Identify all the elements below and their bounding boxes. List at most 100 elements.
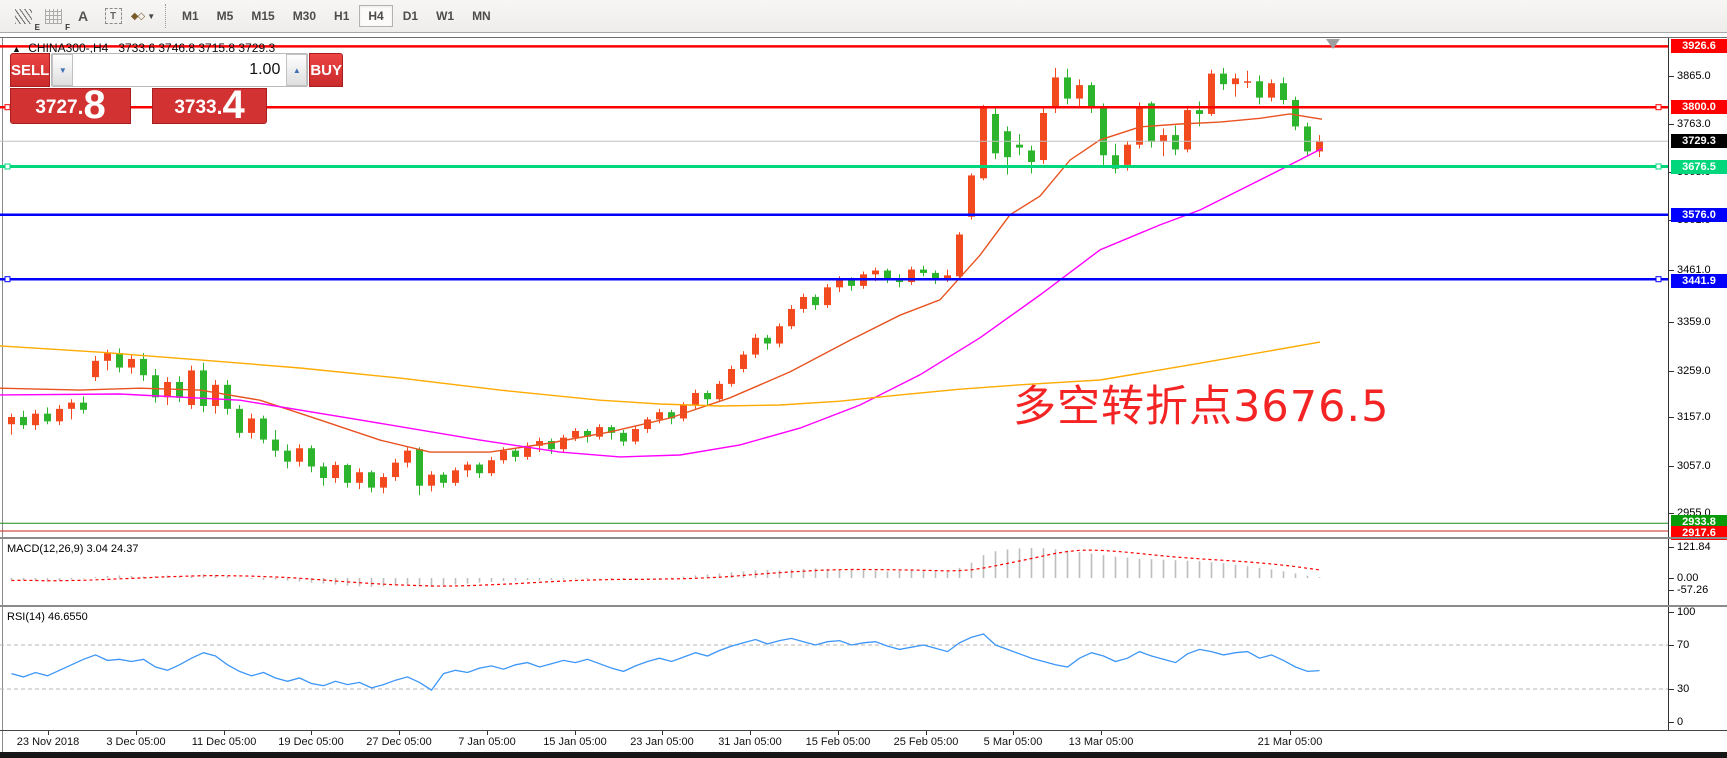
price-tick-mark [1669,417,1674,418]
text-box-button[interactable]: T [100,4,126,28]
draw-hatch-icon [14,8,32,24]
buy-price-main: 3733 [174,97,217,118]
timeframe-button-d1[interactable]: D1 [402,9,419,23]
price-tick-mark [1669,124,1674,125]
symbol-triangle-icon: ▲ [12,44,21,54]
volume-decrease-button[interactable]: ▼ [52,54,74,86]
timeframe-button-m5[interactable]: M5 [216,9,234,23]
hatch-sub-label: E [34,23,40,32]
rsi-scale-label: 0 [1677,716,1684,728]
time-tick-mark [838,731,839,735]
rsi-indicator-canvas[interactable] [0,608,1668,731]
price-chart-canvas[interactable] [0,35,1668,538]
time-axis-label: 23 Jan 05:00 [630,736,694,748]
price-tick-mark [1669,322,1674,323]
price-tick-label: 3259.0 [1677,365,1711,377]
time-tick-mark [750,731,751,735]
price-level-badge: 3676.5 [1671,160,1727,174]
sell-button[interactable]: SELL [10,53,51,87]
macd-tick-mark [1669,547,1674,548]
text-box-icon: T [104,8,122,24]
timeframe-button-h4[interactable]: H4 [359,5,393,27]
macd-scale-label: 0.00 [1677,572,1699,584]
chart-macd-separator[interactable] [0,537,1727,539]
symbol-label: CHINA300-,H4 [28,41,109,55]
triangle-up-icon: ▲ [292,65,301,75]
buy-price-point: . [216,96,223,119]
rsi-tick-mark [1669,645,1674,646]
price-level-badge: 3576.0 [1671,208,1727,222]
volume-input[interactable] [73,54,287,86]
rsi-tick-mark [1669,689,1674,690]
time-axis-label: 13 Mar 05:00 [1068,736,1134,748]
chevron-down-icon: ▼ [147,11,156,21]
price-tick-label: 3461.0 [1677,264,1711,276]
objects-icon: ◆◇ [130,10,145,22]
time-axis-label: 21 Mar 05:00 [1257,736,1323,748]
time-tick-mark [1101,731,1102,735]
triangle-down-icon: ▼ [58,65,67,75]
price-level-badge: 2917.6 [1671,526,1727,540]
text-label-button[interactable]: A [70,4,96,28]
macd-tick-mark [1669,578,1674,579]
time-axis-label: 15 Jan 05:00 [543,736,607,748]
rsi-label: RSI(14) 46.6550 [7,611,88,623]
rsi-scale-label: 30 [1677,683,1690,695]
time-axis-label: 15 Feb 05:00 [805,736,871,748]
rsi-tick-mark [1669,612,1674,613]
time-tick-mark [48,731,49,735]
timeframe-button-h1[interactable]: H1 [334,9,350,23]
time-tick-mark [662,731,663,735]
volume-stepper: ▼ ▲ [51,53,309,87]
price-tick-mark [1669,76,1674,77]
macd-rsi-separator[interactable] [0,605,1727,607]
rsi-timeaxis-separator [0,730,1727,731]
volume-increase-button[interactable]: ▲ [286,54,308,86]
time-axis-label: 19 Dec 05:00 [278,736,344,748]
macd-label: MACD(12,26,9) 3.04 24.37 [7,543,139,555]
price-level-badge: 3926.6 [1671,39,1727,53]
draw-hatch-button[interactable]: E [10,4,40,32]
price-tick-label: 3057.0 [1677,460,1711,472]
timeframe-button-m15[interactable]: M15 [251,9,275,23]
time-axis-label: 3 Dec 05:00 [106,736,166,748]
time-tick-mark [575,731,576,735]
price-level-badge: 3441.9 [1671,274,1727,288]
text-label-icon: A [77,8,89,24]
rsi-scale-label: 100 [1677,606,1696,618]
sell-price-display[interactable]: 3727 . 8 [10,85,131,125]
macd-indicator-canvas[interactable] [0,540,1668,606]
buy-price-display[interactable]: 3733 . 4 [152,83,267,128]
objects-dropdown-button[interactable]: ◆◇ ▼ [130,4,156,28]
chart-header: ▲ CHINA300-,H4 3733.6 3746.8 3715.8 3729… [12,41,275,55]
sell-price-point: . [77,96,84,119]
price-level-badge: 3800.0 [1671,100,1727,114]
time-axis-label: 31 Jan 05:00 [718,736,782,748]
grid-button[interactable]: F [40,4,70,32]
time-axis-label: 11 Dec 05:00 [191,736,257,748]
price-tick-mark [1669,466,1674,467]
timeframe-button-m1[interactable]: M1 [182,9,199,23]
macd-scale-label: 121.84 [1677,541,1711,553]
price-tick-label: 3763.0 [1677,118,1711,130]
price-axis-line [1668,38,1669,731]
price-tick-mark [1669,371,1674,372]
price-tick-label: 3157.0 [1677,411,1711,423]
price-tick-mark [1669,513,1674,514]
timeframe-button-m30[interactable]: M30 [292,9,317,23]
buy-price-decimal: 4 [222,83,245,128]
one-click-trading-panel: SELL ▼ ▲ BUY 3727 . 8 3733 . 4 [10,53,344,128]
time-tick-mark [224,731,225,735]
time-tick-mark [136,731,137,735]
grid-sub-label: F [65,23,70,32]
time-axis-label: 7 Jan 05:00 [458,736,516,748]
price-display-gap [131,88,152,124]
window-bottom-edge [0,752,1727,758]
buy-button[interactable]: BUY [309,53,344,87]
timeframe-group: M1 M5 M15 M30 H1 H4 D1 W1 MN [173,5,500,27]
time-axis-label: 25 Feb 05:00 [893,736,959,748]
timeframe-button-mn[interactable]: MN [472,9,491,23]
timeframe-button-w1[interactable]: W1 [436,9,455,23]
time-axis-label: 5 Mar 05:00 [983,736,1043,748]
chart-shift-marker[interactable] [1326,39,1340,49]
